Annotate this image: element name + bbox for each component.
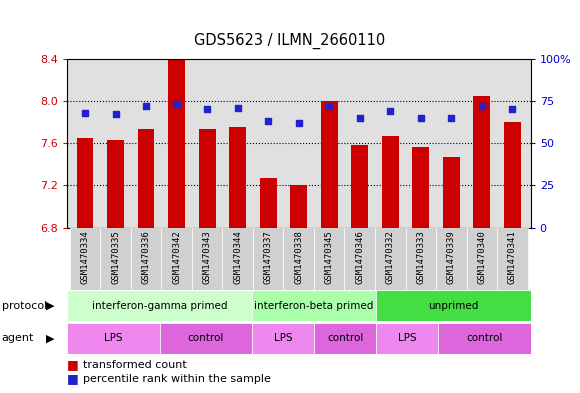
Bar <box>67 323 160 354</box>
Bar <box>222 228 253 290</box>
Bar <box>497 228 528 290</box>
Point <box>508 106 517 112</box>
Bar <box>107 140 124 228</box>
Text: GSM1470341: GSM1470341 <box>508 231 517 285</box>
Bar <box>160 323 252 354</box>
Bar <box>252 323 314 354</box>
Point <box>111 111 120 118</box>
Point <box>142 103 151 109</box>
Text: interferon-beta primed: interferon-beta primed <box>255 301 374 311</box>
Text: ■: ■ <box>67 372 78 386</box>
Bar <box>375 228 405 290</box>
Bar <box>253 228 284 290</box>
Bar <box>314 323 376 354</box>
Text: control: control <box>327 333 363 343</box>
Bar <box>161 228 192 290</box>
Text: GSM1470345: GSM1470345 <box>325 231 333 285</box>
Text: transformed count: transformed count <box>83 360 187 370</box>
Text: GSM1470336: GSM1470336 <box>142 231 151 285</box>
Text: GDS5623 / ILMN_2660110: GDS5623 / ILMN_2660110 <box>194 33 386 49</box>
Bar <box>405 228 436 290</box>
Bar <box>229 127 246 228</box>
Bar <box>77 138 93 228</box>
Bar <box>443 157 460 228</box>
Bar <box>351 145 368 228</box>
Bar <box>67 290 252 321</box>
Point <box>233 105 242 111</box>
Bar <box>252 290 376 321</box>
Text: unprimed: unprimed <box>428 301 478 311</box>
Text: protocol: protocol <box>2 301 47 311</box>
Point <box>202 106 212 112</box>
Point <box>477 103 487 109</box>
Bar <box>412 147 429 228</box>
Bar <box>100 228 131 290</box>
Text: GSM1470335: GSM1470335 <box>111 231 120 285</box>
Bar <box>291 185 307 228</box>
Point <box>325 103 334 109</box>
Bar <box>473 95 490 228</box>
Bar <box>504 122 521 228</box>
Bar <box>345 228 375 290</box>
Point <box>355 115 364 121</box>
Text: ▶: ▶ <box>46 333 55 343</box>
Bar <box>199 129 216 228</box>
Text: GSM1470332: GSM1470332 <box>386 231 395 285</box>
Bar <box>192 228 222 290</box>
Text: percentile rank within the sample: percentile rank within the sample <box>83 374 271 384</box>
Bar <box>376 323 438 354</box>
Point <box>416 115 426 121</box>
Point <box>447 115 456 121</box>
Bar <box>70 228 100 290</box>
Text: control: control <box>466 333 502 343</box>
Bar <box>382 136 398 228</box>
Text: GSM1470342: GSM1470342 <box>172 231 181 285</box>
Bar <box>314 228 345 290</box>
Point <box>386 108 395 114</box>
Text: GSM1470337: GSM1470337 <box>264 231 273 285</box>
Point <box>172 101 181 107</box>
Bar <box>438 323 531 354</box>
Bar <box>376 290 531 321</box>
Text: GSM1470339: GSM1470339 <box>447 231 456 285</box>
Text: LPS: LPS <box>274 333 292 343</box>
Bar <box>168 59 185 228</box>
Text: GSM1470333: GSM1470333 <box>416 231 425 285</box>
Text: LPS: LPS <box>104 333 122 343</box>
Bar <box>284 228 314 290</box>
Text: GSM1470340: GSM1470340 <box>477 231 487 285</box>
Text: ▶: ▶ <box>46 301 55 311</box>
Text: GSM1470338: GSM1470338 <box>294 231 303 285</box>
Text: GSM1470344: GSM1470344 <box>233 231 242 285</box>
Text: ■: ■ <box>67 358 78 371</box>
Text: GSM1470343: GSM1470343 <box>202 231 212 285</box>
Text: agent: agent <box>2 333 34 343</box>
Point <box>263 118 273 124</box>
Point <box>294 119 303 126</box>
Text: interferon-gamma primed: interferon-gamma primed <box>92 301 227 311</box>
Text: GSM1470346: GSM1470346 <box>356 231 364 285</box>
Bar <box>436 228 466 290</box>
Bar <box>466 228 497 290</box>
Text: LPS: LPS <box>398 333 416 343</box>
Bar <box>131 228 161 290</box>
Bar <box>137 129 154 228</box>
Text: GSM1470334: GSM1470334 <box>81 231 89 285</box>
Bar <box>321 101 338 228</box>
Text: control: control <box>188 333 224 343</box>
Bar <box>260 178 277 228</box>
Point <box>81 110 90 116</box>
